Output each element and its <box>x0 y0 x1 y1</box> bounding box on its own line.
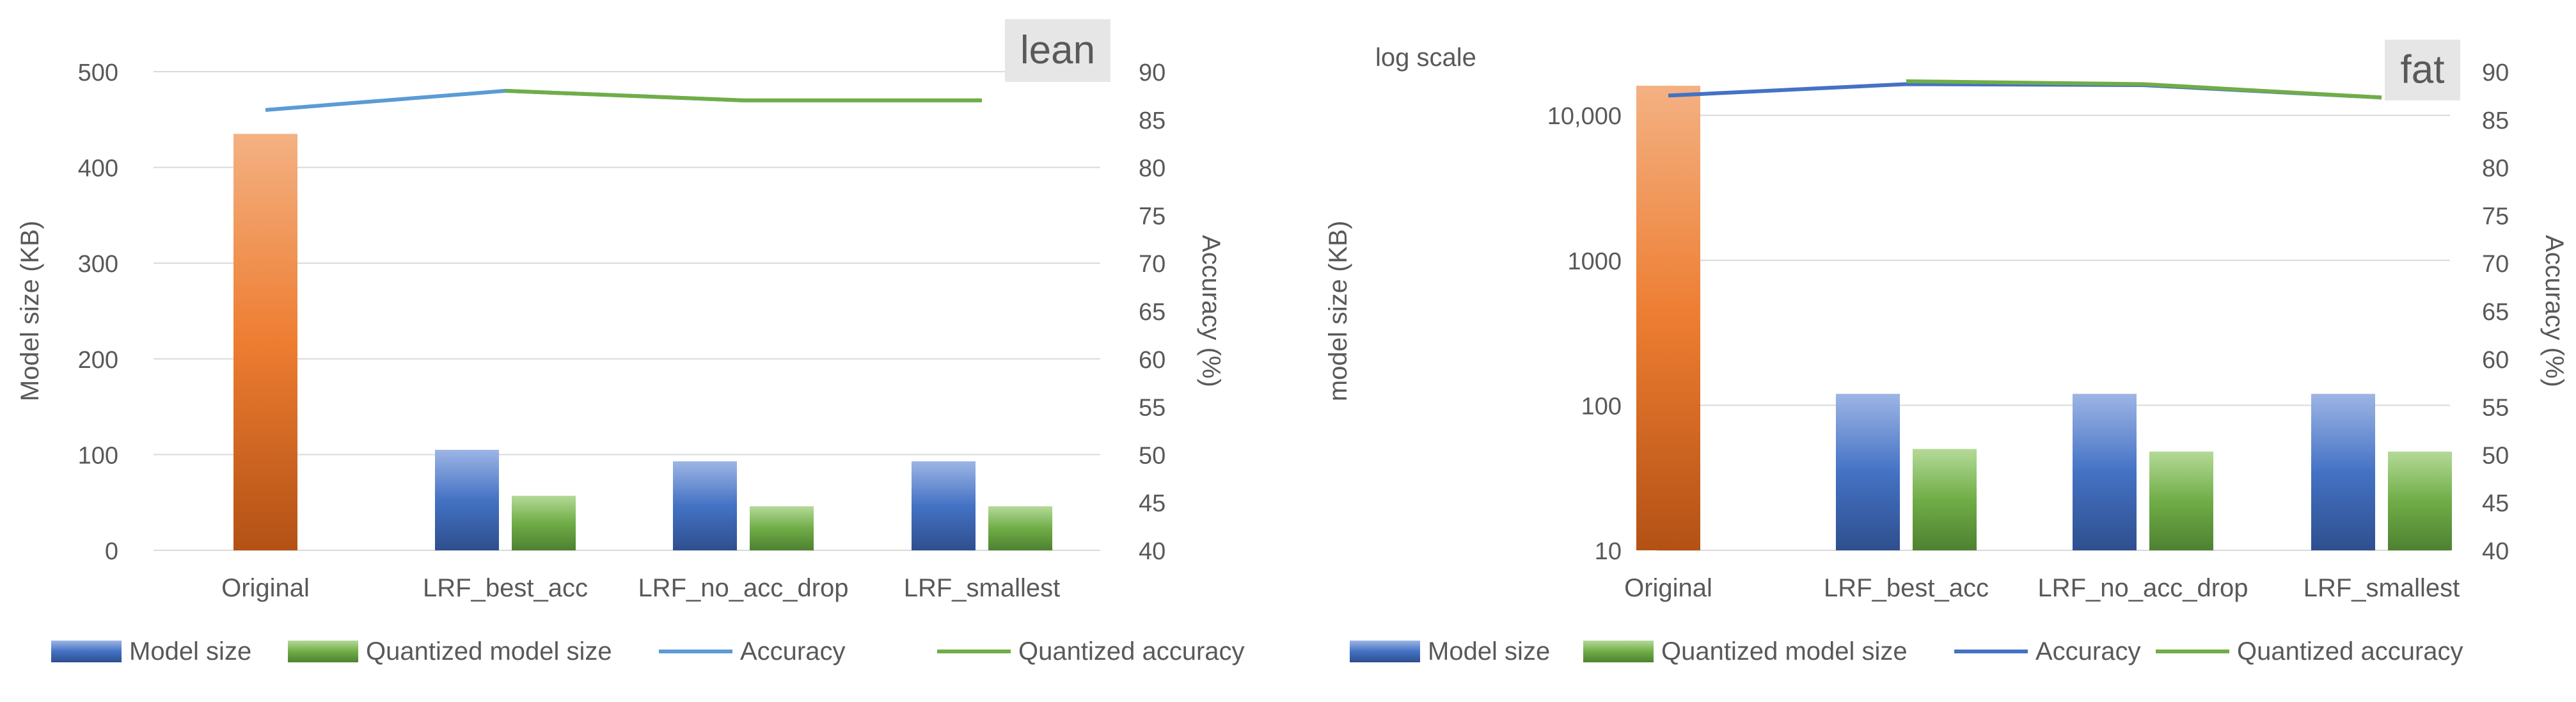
line-quantized-accuracy <box>1906 79 2382 100</box>
category-label: LRF_smallest <box>2303 574 2460 602</box>
y-tick-label: 200 <box>78 347 118 374</box>
y2-tick-label: 45 <box>2482 490 2509 517</box>
legend-swatch-model-size <box>1350 641 1420 662</box>
y2-tick-label: 60 <box>1139 347 1166 374</box>
chart-0: 0 100 200 300 400 500 40 45 50 55 60 65 70 75 80 85 90 Or… <box>16 19 1245 666</box>
legend-label: Quantized model size <box>366 637 612 666</box>
y-tick-label: 500 <box>78 60 118 86</box>
y-tick-label: 100 <box>78 442 118 469</box>
legend-label: Quantized accuracy <box>2237 637 2463 666</box>
bar-quantized-model-size <box>2149 451 2213 550</box>
legend-label: Model size <box>1428 637 1550 666</box>
bar-quantized-model-size <box>2388 451 2452 550</box>
y2-tick-label: 75 <box>2482 203 2509 230</box>
y2-tick-label: 85 <box>2482 108 2509 134</box>
chart-1: 10 100 1000 10,000 40 45 50 55 60 65 70 75 80 85 90 Ori… <box>1324 40 2568 666</box>
y2-axis-title: Accuracy (%) <box>2540 235 2568 387</box>
bar-model-size <box>2073 394 2137 550</box>
bar-quantized-model-size <box>1913 449 1977 550</box>
y-tick-label: 300 <box>78 251 118 278</box>
y2-tick-label: 55 <box>1139 395 1166 422</box>
y2-axis-title: Accuracy (%) <box>1197 235 1225 387</box>
y-tick-label: 100 <box>1581 393 1622 420</box>
y-tick-label: 10,000 <box>1547 103 1622 130</box>
y2-tick-label: 90 <box>1139 60 1166 86</box>
y2-tick-label: 90 <box>2482 60 2509 86</box>
title-badge <box>2385 40 2460 100</box>
bar-model-size <box>435 449 499 550</box>
y2-tick-label: 80 <box>1139 156 1166 182</box>
y2-tick-label: 65 <box>2482 299 2509 326</box>
category-label: LRF_smallest <box>904 574 1061 602</box>
y-tick-label: 400 <box>78 156 118 182</box>
category-label: LRF_no_acc_drop <box>2037 574 2248 602</box>
y2-tick-label: 85 <box>1139 108 1166 134</box>
bar-quantized-model-size <box>512 495 576 550</box>
y2-tick-label: 65 <box>1139 299 1166 326</box>
y2-tick-label: 60 <box>2482 347 2509 374</box>
category-label: LRF_no_acc_drop <box>638 574 848 602</box>
bar-quantized-model-size <box>750 506 814 550</box>
legend-label: Accuracy <box>2035 637 2141 666</box>
y-axis-title: Model size (KB) <box>16 221 44 401</box>
legend-swatch-quantized-model-size <box>1583 641 1654 662</box>
y2-tick-label: 40 <box>1139 538 1166 565</box>
category-label: Original <box>1624 574 1712 602</box>
bar-model-size <box>2311 394 2375 550</box>
y2-tick-label: 70 <box>1139 251 1166 278</box>
title-badge <box>1005 19 1110 82</box>
bar-model-size <box>1836 394 1900 550</box>
legend-swatch-quantized-model-size <box>288 641 358 662</box>
legend-label: Accuracy <box>740 637 846 666</box>
y2-tick-label: 50 <box>2482 442 2509 469</box>
legend-label: Model size <box>129 637 251 666</box>
legend-swatch-model-size <box>51 641 122 662</box>
category-label: Original <box>221 574 310 602</box>
y2-tick-label: 70 <box>2482 251 2509 278</box>
bar-original <box>233 134 297 551</box>
y-tick-label: 10 <box>1595 538 1622 565</box>
category-label: LRF_best_acc <box>1824 574 1989 602</box>
bar-quantized-model-size <box>988 506 1052 550</box>
bar-original <box>1636 85 1700 550</box>
line-quantized-accuracy <box>505 88 982 102</box>
y-axis-title: model size (KB) <box>1324 221 1352 401</box>
y2-tick-label: 75 <box>1139 203 1166 230</box>
bar-model-size <box>673 461 737 550</box>
chart-title: fat <box>2401 48 2445 92</box>
y2-tick-label: 40 <box>2482 538 2509 565</box>
y2-tick-label: 45 <box>1139 490 1166 517</box>
y-tick-label: 0 <box>105 538 118 565</box>
chart-title: lean <box>1020 28 1095 72</box>
legend-label: Quantized accuracy <box>1018 637 1245 666</box>
bar-model-size <box>912 461 976 550</box>
y2-tick-label: 55 <box>2482 395 2509 422</box>
category-label: LRF_best_acc <box>423 574 588 602</box>
y-tick-label: 1000 <box>1567 248 1622 275</box>
chart-subtitle: log scale <box>1375 44 1476 72</box>
y2-tick-label: 80 <box>2482 156 2509 182</box>
y2-tick-label: 50 <box>1139 442 1166 469</box>
legend-label: Quantized model size <box>1661 637 1908 666</box>
